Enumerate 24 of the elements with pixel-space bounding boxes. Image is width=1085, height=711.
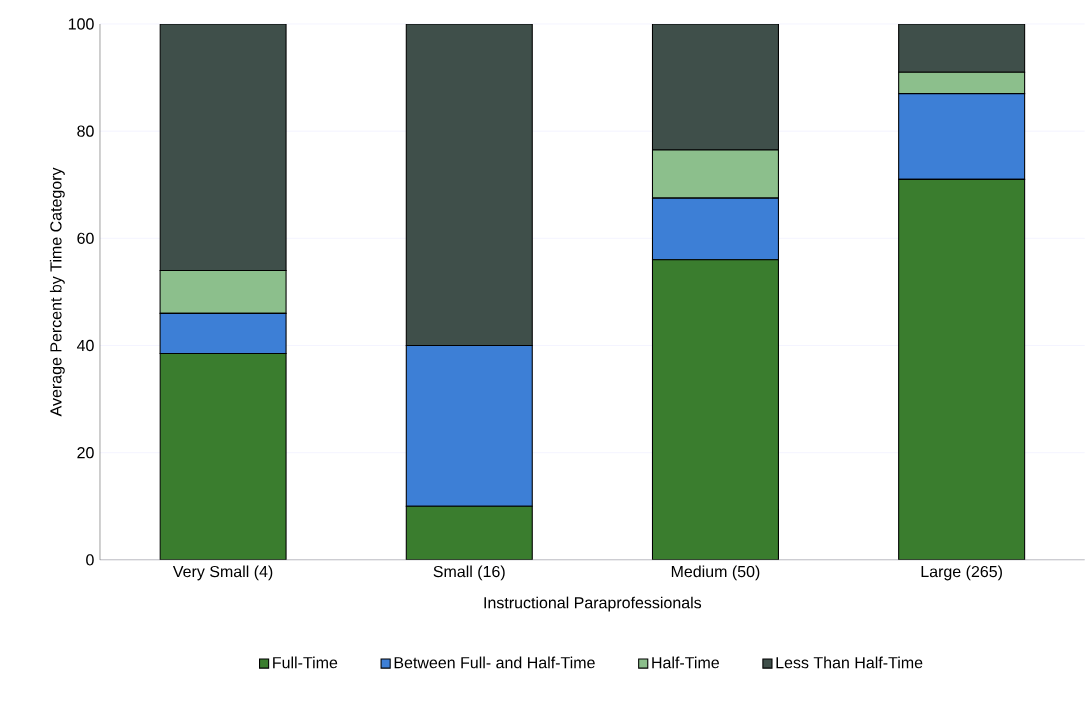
y-tick-label: 100 (68, 18, 94, 30)
legend-label: Full-Time (273, 656, 338, 669)
y-tick-label: 0 (86, 554, 94, 566)
x-axis-title: Instructional Paraprofessionals (484, 596, 702, 612)
legend-label: Less Than Half-Time (776, 656, 923, 669)
x-tick-label: Small (16) (433, 565, 505, 581)
y-axis-title: Average Percent by Time Category (49, 167, 65, 417)
bar (898, 24, 1026, 73)
bar (898, 178, 1026, 560)
bar (159, 353, 287, 560)
legend-label: Half-Time (652, 656, 719, 669)
y-tick-label: 20 (77, 447, 94, 459)
bar (651, 24, 779, 151)
y-tick-label: 80 (77, 125, 94, 137)
bar (159, 24, 287, 272)
bar (651, 259, 779, 560)
bar (405, 505, 533, 560)
bar (405, 24, 533, 347)
x-tick-label: Medium (50) (671, 565, 760, 581)
x-tick-label: Large (265) (921, 565, 1002, 581)
legend-label: Between Full- and Half-Time (394, 656, 595, 669)
y-tick-label: 40 (76, 339, 94, 352)
y-tick-label: 60 (77, 232, 94, 245)
x-tick-label: Very Small (4) (172, 565, 273, 581)
